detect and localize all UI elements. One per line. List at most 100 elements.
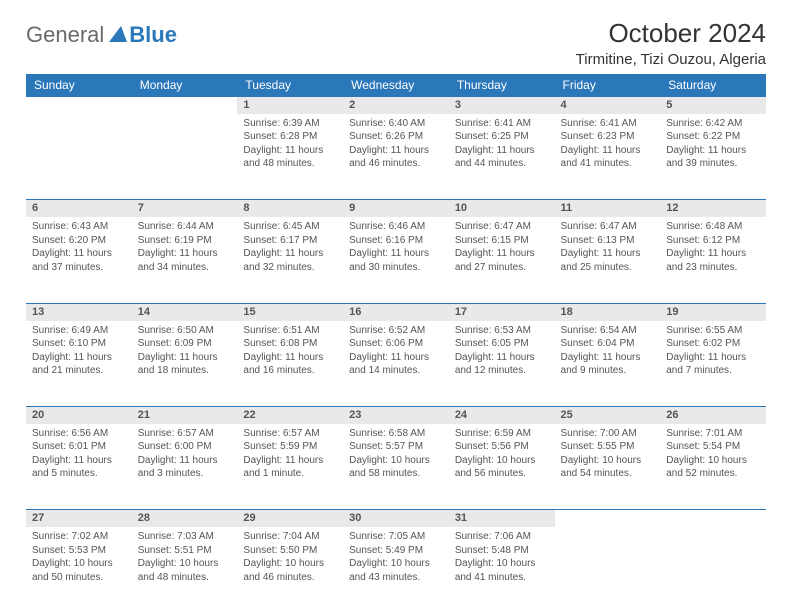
daylight: Daylight: 10 hours and 58 minutes. xyxy=(349,454,443,481)
daylight: Daylight: 11 hours and 1 minute. xyxy=(243,454,337,481)
day-cell: Sunrise: 6:57 AMSunset: 6:00 PMDaylight:… xyxy=(132,424,238,510)
day-number xyxy=(132,97,238,114)
day-number: 6 xyxy=(26,200,132,217)
sunset: Sunset: 6:28 PM xyxy=(243,130,337,144)
day-cell: Sunrise: 6:40 AMSunset: 6:26 PMDaylight:… xyxy=(343,114,449,200)
sunrise: Sunrise: 6:47 AM xyxy=(455,220,549,234)
sunrise: Sunrise: 7:04 AM xyxy=(243,530,337,544)
sunset: Sunset: 6:12 PM xyxy=(666,234,760,248)
daylight: Daylight: 11 hours and 18 minutes. xyxy=(138,351,232,378)
day-number: 31 xyxy=(449,510,555,527)
day-cell: Sunrise: 7:01 AMSunset: 5:54 PMDaylight:… xyxy=(660,424,766,510)
brand-part2: Blue xyxy=(129,22,177,48)
day-number: 27 xyxy=(26,510,132,527)
sunset: Sunset: 6:25 PM xyxy=(455,130,549,144)
sunset: Sunset: 5:49 PM xyxy=(349,544,443,558)
sunrise: Sunrise: 6:51 AM xyxy=(243,324,337,338)
day-cell: Sunrise: 6:49 AMSunset: 6:10 PMDaylight:… xyxy=(26,321,132,407)
sunrise: Sunrise: 6:57 AM xyxy=(138,427,232,441)
sunrise: Sunrise: 7:01 AM xyxy=(666,427,760,441)
daylight: Daylight: 10 hours and 56 minutes. xyxy=(455,454,549,481)
sunrise: Sunrise: 7:03 AM xyxy=(138,530,232,544)
day-number: 25 xyxy=(555,407,661,424)
sunrise: Sunrise: 6:42 AM xyxy=(666,117,760,131)
daylight: Daylight: 10 hours and 46 minutes. xyxy=(243,557,337,584)
day-header: Tuesday xyxy=(237,74,343,97)
day-header: Sunday xyxy=(26,74,132,97)
daylight: Daylight: 11 hours and 23 minutes. xyxy=(666,247,760,274)
sunrise: Sunrise: 6:46 AM xyxy=(349,220,443,234)
day-cell: Sunrise: 7:03 AMSunset: 5:51 PMDaylight:… xyxy=(132,527,238,613)
day-cell: Sunrise: 6:51 AMSunset: 6:08 PMDaylight:… xyxy=(237,321,343,407)
day-number: 10 xyxy=(449,200,555,217)
sunrise: Sunrise: 7:05 AM xyxy=(349,530,443,544)
day-cell: Sunrise: 6:39 AMSunset: 6:28 PMDaylight:… xyxy=(237,114,343,200)
daylight: Daylight: 10 hours and 52 minutes. xyxy=(666,454,760,481)
day-cell: Sunrise: 6:57 AMSunset: 5:59 PMDaylight:… xyxy=(237,424,343,510)
calendar-head: SundayMondayTuesdayWednesdayThursdayFrid… xyxy=(26,74,766,97)
day-number: 17 xyxy=(449,303,555,320)
sunset: Sunset: 5:50 PM xyxy=(243,544,337,558)
daylight: Daylight: 11 hours and 16 minutes. xyxy=(243,351,337,378)
title-block: October 2024 Tirmitine, Tizi Ouzou, Alge… xyxy=(576,18,766,68)
day-number: 18 xyxy=(555,303,661,320)
sunset: Sunset: 6:20 PM xyxy=(32,234,126,248)
day-cell: Sunrise: 6:46 AMSunset: 6:16 PMDaylight:… xyxy=(343,217,449,303)
sunset: Sunset: 5:48 PM xyxy=(455,544,549,558)
sunset: Sunset: 5:55 PM xyxy=(561,440,655,454)
day-cell: Sunrise: 6:48 AMSunset: 6:12 PMDaylight:… xyxy=(660,217,766,303)
day-number: 14 xyxy=(132,303,238,320)
sunset: Sunset: 6:13 PM xyxy=(561,234,655,248)
day-cell: Sunrise: 6:41 AMSunset: 6:25 PMDaylight:… xyxy=(449,114,555,200)
day-number: 28 xyxy=(132,510,238,527)
day-cell: Sunrise: 6:50 AMSunset: 6:09 PMDaylight:… xyxy=(132,321,238,407)
day-number: 5 xyxy=(660,97,766,114)
daylight: Daylight: 11 hours and 5 minutes. xyxy=(32,454,126,481)
sunrise: Sunrise: 6:48 AM xyxy=(666,220,760,234)
sunset: Sunset: 6:01 PM xyxy=(32,440,126,454)
daylight: Daylight: 11 hours and 44 minutes. xyxy=(455,144,549,171)
day-cell: Sunrise: 6:55 AMSunset: 6:02 PMDaylight:… xyxy=(660,321,766,407)
day-header: Friday xyxy=(555,74,661,97)
daylight: Daylight: 11 hours and 14 minutes. xyxy=(349,351,443,378)
day-number: 2 xyxy=(343,97,449,114)
sunset: Sunset: 5:51 PM xyxy=(138,544,232,558)
sunrise: Sunrise: 6:58 AM xyxy=(349,427,443,441)
brand-logo: General Blue xyxy=(26,18,177,48)
day-number: 20 xyxy=(26,407,132,424)
daylight: Daylight: 11 hours and 3 minutes. xyxy=(138,454,232,481)
sunset: Sunset: 5:59 PM xyxy=(243,440,337,454)
day-number: 26 xyxy=(660,407,766,424)
daylight: Daylight: 11 hours and 41 minutes. xyxy=(561,144,655,171)
day-cell: Sunrise: 6:56 AMSunset: 6:01 PMDaylight:… xyxy=(26,424,132,510)
sunset: Sunset: 6:02 PM xyxy=(666,337,760,351)
sunset: Sunset: 6:04 PM xyxy=(561,337,655,351)
daylight: Daylight: 11 hours and 30 minutes. xyxy=(349,247,443,274)
daylight: Daylight: 10 hours and 50 minutes. xyxy=(32,557,126,584)
day-cell: Sunrise: 6:41 AMSunset: 6:23 PMDaylight:… xyxy=(555,114,661,200)
day-cell: Sunrise: 6:47 AMSunset: 6:13 PMDaylight:… xyxy=(555,217,661,303)
day-cell: Sunrise: 6:45 AMSunset: 6:17 PMDaylight:… xyxy=(237,217,343,303)
daylight: Daylight: 11 hours and 32 minutes. xyxy=(243,247,337,274)
day-cell: Sunrise: 7:02 AMSunset: 5:53 PMDaylight:… xyxy=(26,527,132,613)
day-number: 24 xyxy=(449,407,555,424)
day-cell xyxy=(26,114,132,200)
sunrise: Sunrise: 6:41 AM xyxy=(455,117,549,131)
day-header: Monday xyxy=(132,74,238,97)
sunset: Sunset: 6:26 PM xyxy=(349,130,443,144)
sunrise: Sunrise: 6:50 AM xyxy=(138,324,232,338)
sunset: Sunset: 6:00 PM xyxy=(138,440,232,454)
day-number: 1 xyxy=(237,97,343,114)
day-cell: Sunrise: 6:54 AMSunset: 6:04 PMDaylight:… xyxy=(555,321,661,407)
sunrise: Sunrise: 6:39 AM xyxy=(243,117,337,131)
sunrise: Sunrise: 6:44 AM xyxy=(138,220,232,234)
sunrise: Sunrise: 6:47 AM xyxy=(561,220,655,234)
calendar-body: 12345Sunrise: 6:39 AMSunset: 6:28 PMDayl… xyxy=(26,97,766,613)
day-number: 29 xyxy=(237,510,343,527)
day-cell: Sunrise: 6:43 AMSunset: 6:20 PMDaylight:… xyxy=(26,217,132,303)
daylight: Daylight: 10 hours and 43 minutes. xyxy=(349,557,443,584)
daylight: Daylight: 11 hours and 25 minutes. xyxy=(561,247,655,274)
sunrise: Sunrise: 6:56 AM xyxy=(32,427,126,441)
sunrise: Sunrise: 6:54 AM xyxy=(561,324,655,338)
sunset: Sunset: 6:08 PM xyxy=(243,337,337,351)
